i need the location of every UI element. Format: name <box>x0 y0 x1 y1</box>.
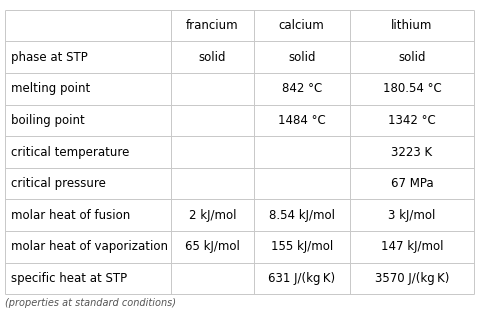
Bar <box>350 105 474 136</box>
Text: 631 J/(kg K): 631 J/(kg K) <box>268 272 335 285</box>
Text: solid: solid <box>398 51 426 64</box>
Text: 147 kJ/mol: 147 kJ/mol <box>381 240 443 253</box>
Bar <box>350 263 474 294</box>
Bar <box>350 73 474 105</box>
Bar <box>171 168 253 199</box>
Bar <box>5 73 171 105</box>
Bar <box>171 263 253 294</box>
Bar <box>5 263 171 294</box>
Text: (properties at standard conditions): (properties at standard conditions) <box>5 298 176 308</box>
Text: 180.54 °C: 180.54 °C <box>383 82 441 95</box>
Text: critical temperature: critical temperature <box>11 146 129 159</box>
Bar <box>171 199 253 231</box>
Text: molar heat of vaporization: molar heat of vaporization <box>11 240 168 253</box>
Bar <box>5 168 171 199</box>
Bar <box>5 105 171 136</box>
Text: molar heat of fusion: molar heat of fusion <box>11 209 130 222</box>
Bar <box>350 10 474 42</box>
Bar <box>5 199 171 231</box>
Bar <box>171 231 253 263</box>
Text: calcium: calcium <box>279 19 325 32</box>
Bar <box>350 231 474 263</box>
Text: 2 kJ/mol: 2 kJ/mol <box>189 209 236 222</box>
Text: 65 kJ/mol: 65 kJ/mol <box>185 240 240 253</box>
Text: boiling point: boiling point <box>11 114 84 127</box>
Bar <box>350 136 474 168</box>
Text: solid: solid <box>288 51 316 64</box>
Bar <box>171 10 253 42</box>
Text: 8.54 kJ/mol: 8.54 kJ/mol <box>269 209 335 222</box>
Bar <box>5 10 171 42</box>
Text: phase at STP: phase at STP <box>11 51 87 64</box>
Bar <box>253 231 350 263</box>
Bar <box>5 136 171 168</box>
Text: 1342 °C: 1342 °C <box>388 114 436 127</box>
Text: critical pressure: critical pressure <box>11 177 105 190</box>
Bar <box>171 42 253 73</box>
Text: lithium: lithium <box>391 19 433 32</box>
Bar <box>171 136 253 168</box>
Text: 842 °C: 842 °C <box>282 82 322 95</box>
Text: solid: solid <box>199 51 226 64</box>
Text: 155 kJ/mol: 155 kJ/mol <box>271 240 333 253</box>
Bar <box>253 199 350 231</box>
Text: francium: francium <box>186 19 239 32</box>
Bar <box>253 263 350 294</box>
Bar <box>253 168 350 199</box>
Bar <box>253 73 350 105</box>
Text: 67 MPa: 67 MPa <box>391 177 433 190</box>
Text: specific heat at STP: specific heat at STP <box>11 272 126 285</box>
Text: melting point: melting point <box>11 82 90 95</box>
Text: 3 kJ/mol: 3 kJ/mol <box>388 209 436 222</box>
Bar <box>253 10 350 42</box>
Bar <box>253 42 350 73</box>
Text: 3223 K: 3223 K <box>391 146 433 159</box>
Text: 1484 °C: 1484 °C <box>278 114 326 127</box>
Bar <box>5 42 171 73</box>
Bar <box>5 231 171 263</box>
Bar <box>253 136 350 168</box>
Bar <box>350 199 474 231</box>
Text: 3570 J/(kg K): 3570 J/(kg K) <box>375 272 449 285</box>
Bar <box>350 42 474 73</box>
Bar <box>350 168 474 199</box>
Bar <box>253 105 350 136</box>
Bar <box>171 73 253 105</box>
Bar <box>171 105 253 136</box>
